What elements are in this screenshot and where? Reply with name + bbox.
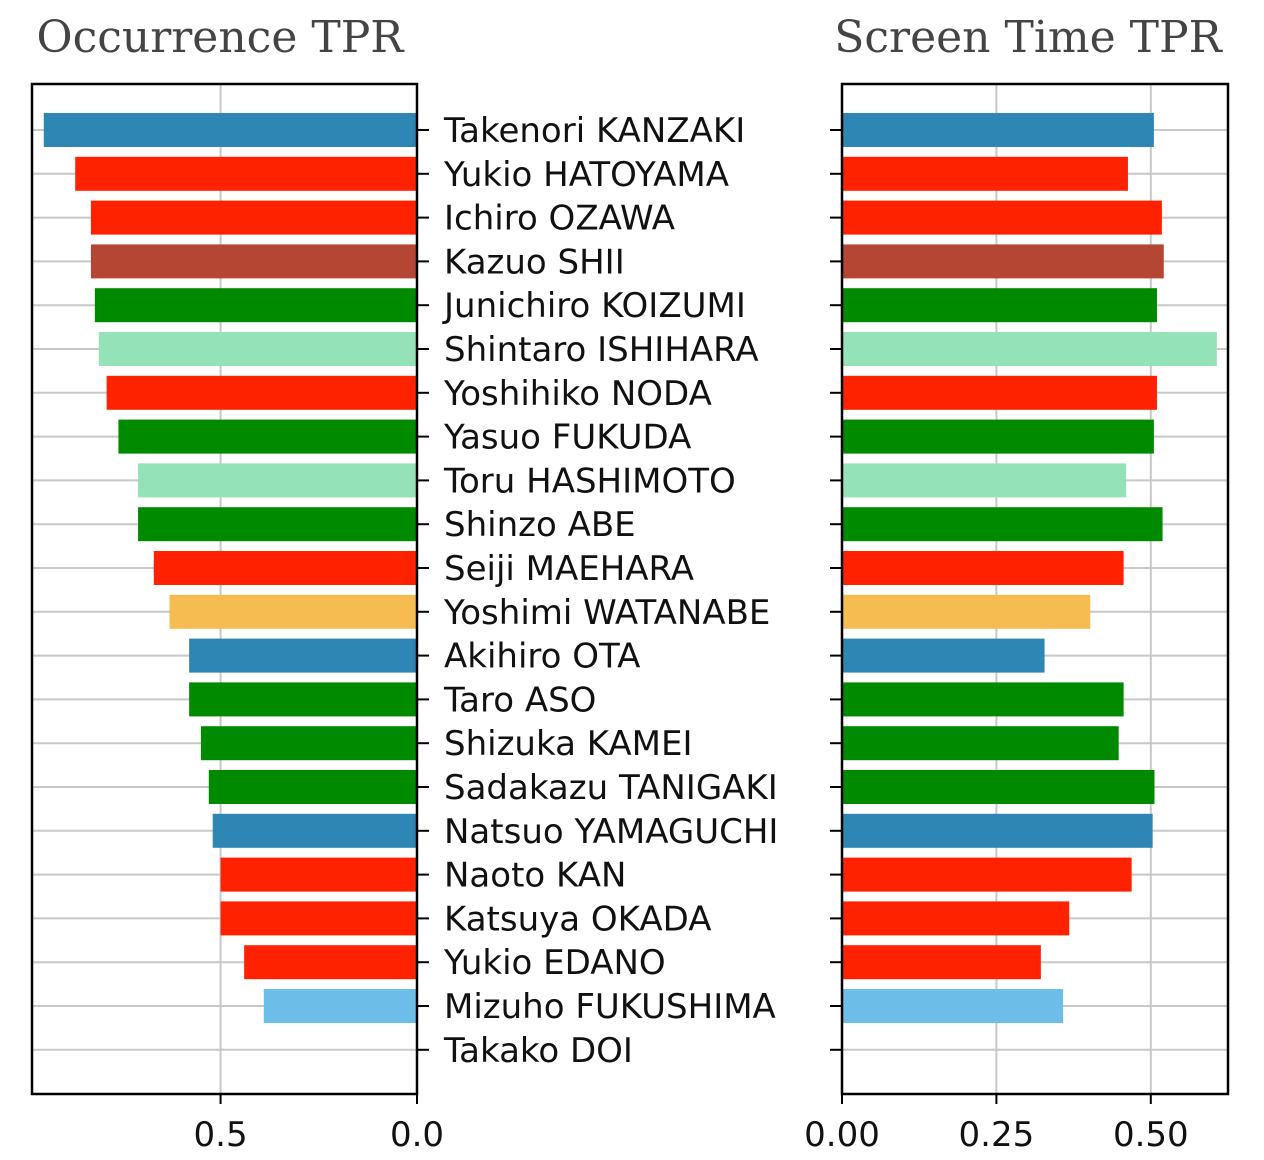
x-tick-label: 0.50 [1113, 1115, 1189, 1155]
category-label: Junichiro KOIZUMI [442, 286, 746, 326]
bar-yoshihiko-noda [842, 375, 1157, 410]
category-label: Sadakazu TANIGAKI [444, 768, 778, 808]
category-label: Yoshimi WATANABE [443, 593, 770, 633]
category-label: Shinzo ABE [444, 505, 636, 545]
bar-kazuo-shii [842, 244, 1164, 279]
x-tick-label: 0.00 [804, 1115, 880, 1155]
bar-seiji-maehara [842, 551, 1124, 585]
category-label: Yukio EDANO [443, 943, 666, 983]
bar-yasuo-fukuda [842, 419, 1154, 454]
category-label: Kazuo SHII [444, 242, 625, 282]
category-label: Takako DOI [443, 1031, 633, 1071]
bar-takenori-kanzaki [842, 113, 1154, 147]
category-label: Yasuo FUKUDA [443, 418, 691, 458]
category-label: Shizuka KAMEI [444, 724, 693, 764]
bar-toru-hashimoto [138, 463, 418, 498]
bar-kazuo-shii [90, 244, 417, 279]
bar-naoto-kan [842, 857, 1132, 892]
bar-shizuka-kamei [842, 726, 1119, 761]
bar-shintaro-ishihara [98, 332, 418, 366]
bar-akihiro-ota [842, 638, 1045, 673]
axes-frame [840, 82, 1230, 1096]
bar-yoshimi-watanabe [169, 594, 417, 629]
category-label: Naoto KAN [444, 856, 626, 896]
bar-yukio-hatoyama [75, 156, 417, 191]
x-tick-label: 0.0 [390, 1115, 444, 1155]
screen-time-tpr-panel: 0.00 0.25 0.50 [804, 82, 1230, 1155]
category-label: Yukio HATOYAMA [443, 155, 729, 195]
bar-taro-aso [842, 682, 1124, 717]
bar-natsuo-yamaguchi [212, 813, 417, 848]
bar-toru-hashimoto [842, 463, 1127, 498]
bar-naoto-kan [220, 857, 417, 892]
category-label: Takenori KANZAKI [443, 111, 745, 151]
bar-ichiro-ozawa [842, 200, 1162, 235]
screen-time-tpr-title: Screen Time TPR [834, 12, 1223, 63]
category-label: Yoshihiko NODA [443, 374, 712, 414]
bar-shintaro-ishihara [842, 332, 1217, 366]
bar-yukio-edano [244, 945, 417, 980]
bar-sadakazu-tanigaki [842, 770, 1155, 804]
bar-yukio-hatoyama [842, 156, 1128, 191]
category-label: Taro ASO [443, 680, 596, 720]
bar-sadakazu-tanigaki [208, 770, 417, 804]
bar-yoshihiko-noda [106, 375, 418, 410]
axes-frame [30, 82, 419, 1096]
bar-takenori-kanzaki [43, 113, 418, 147]
bar-katsuya-okada [842, 901, 1070, 936]
bar-katsuya-okada [220, 901, 417, 936]
bar-yoshimi-watanabe [842, 594, 1091, 629]
bar-natsuo-yamaguchi [842, 813, 1153, 848]
bar-akihiro-ota [189, 638, 417, 673]
occurrence-tpr-panel: 0.5 0.0 [30, 82, 444, 1155]
occurrence-tpr-title: Occurrence TPR [37, 12, 406, 63]
bar-shinzo-abe [138, 507, 418, 542]
category-label: Shintaro ISHIHARA [444, 330, 759, 370]
category-label: Toru HASHIMOTO [443, 461, 736, 501]
x-tick-label: 0.25 [959, 1115, 1035, 1155]
bar-junichiro-koizumi [94, 288, 417, 323]
bar-junichiro-koizumi [842, 288, 1157, 323]
bar-yasuo-fukuda [118, 419, 417, 454]
bar-yukio-edano [842, 945, 1041, 980]
category-label: Mizuho FUKUSHIMA [444, 987, 776, 1027]
bar-taro-aso [189, 682, 417, 717]
category-label: Seiji MAEHARA [444, 549, 694, 589]
bar-mizuho-fukushima [842, 989, 1064, 1023]
bar-shinzo-abe [842, 507, 1163, 542]
category-label: Natsuo YAMAGUCHI [444, 812, 778, 852]
category-label: Katsuya OKADA [444, 899, 711, 939]
category-label: Akihiro OTA [444, 637, 640, 677]
bar-shizuka-kamei [200, 726, 417, 761]
category-label: Ichiro OZAWA [444, 199, 675, 239]
bar-ichiro-ozawa [90, 200, 417, 235]
bar-mizuho-fukushima [263, 989, 417, 1023]
x-tick-label: 0.5 [194, 1115, 248, 1155]
bar-seiji-maehara [153, 551, 418, 585]
